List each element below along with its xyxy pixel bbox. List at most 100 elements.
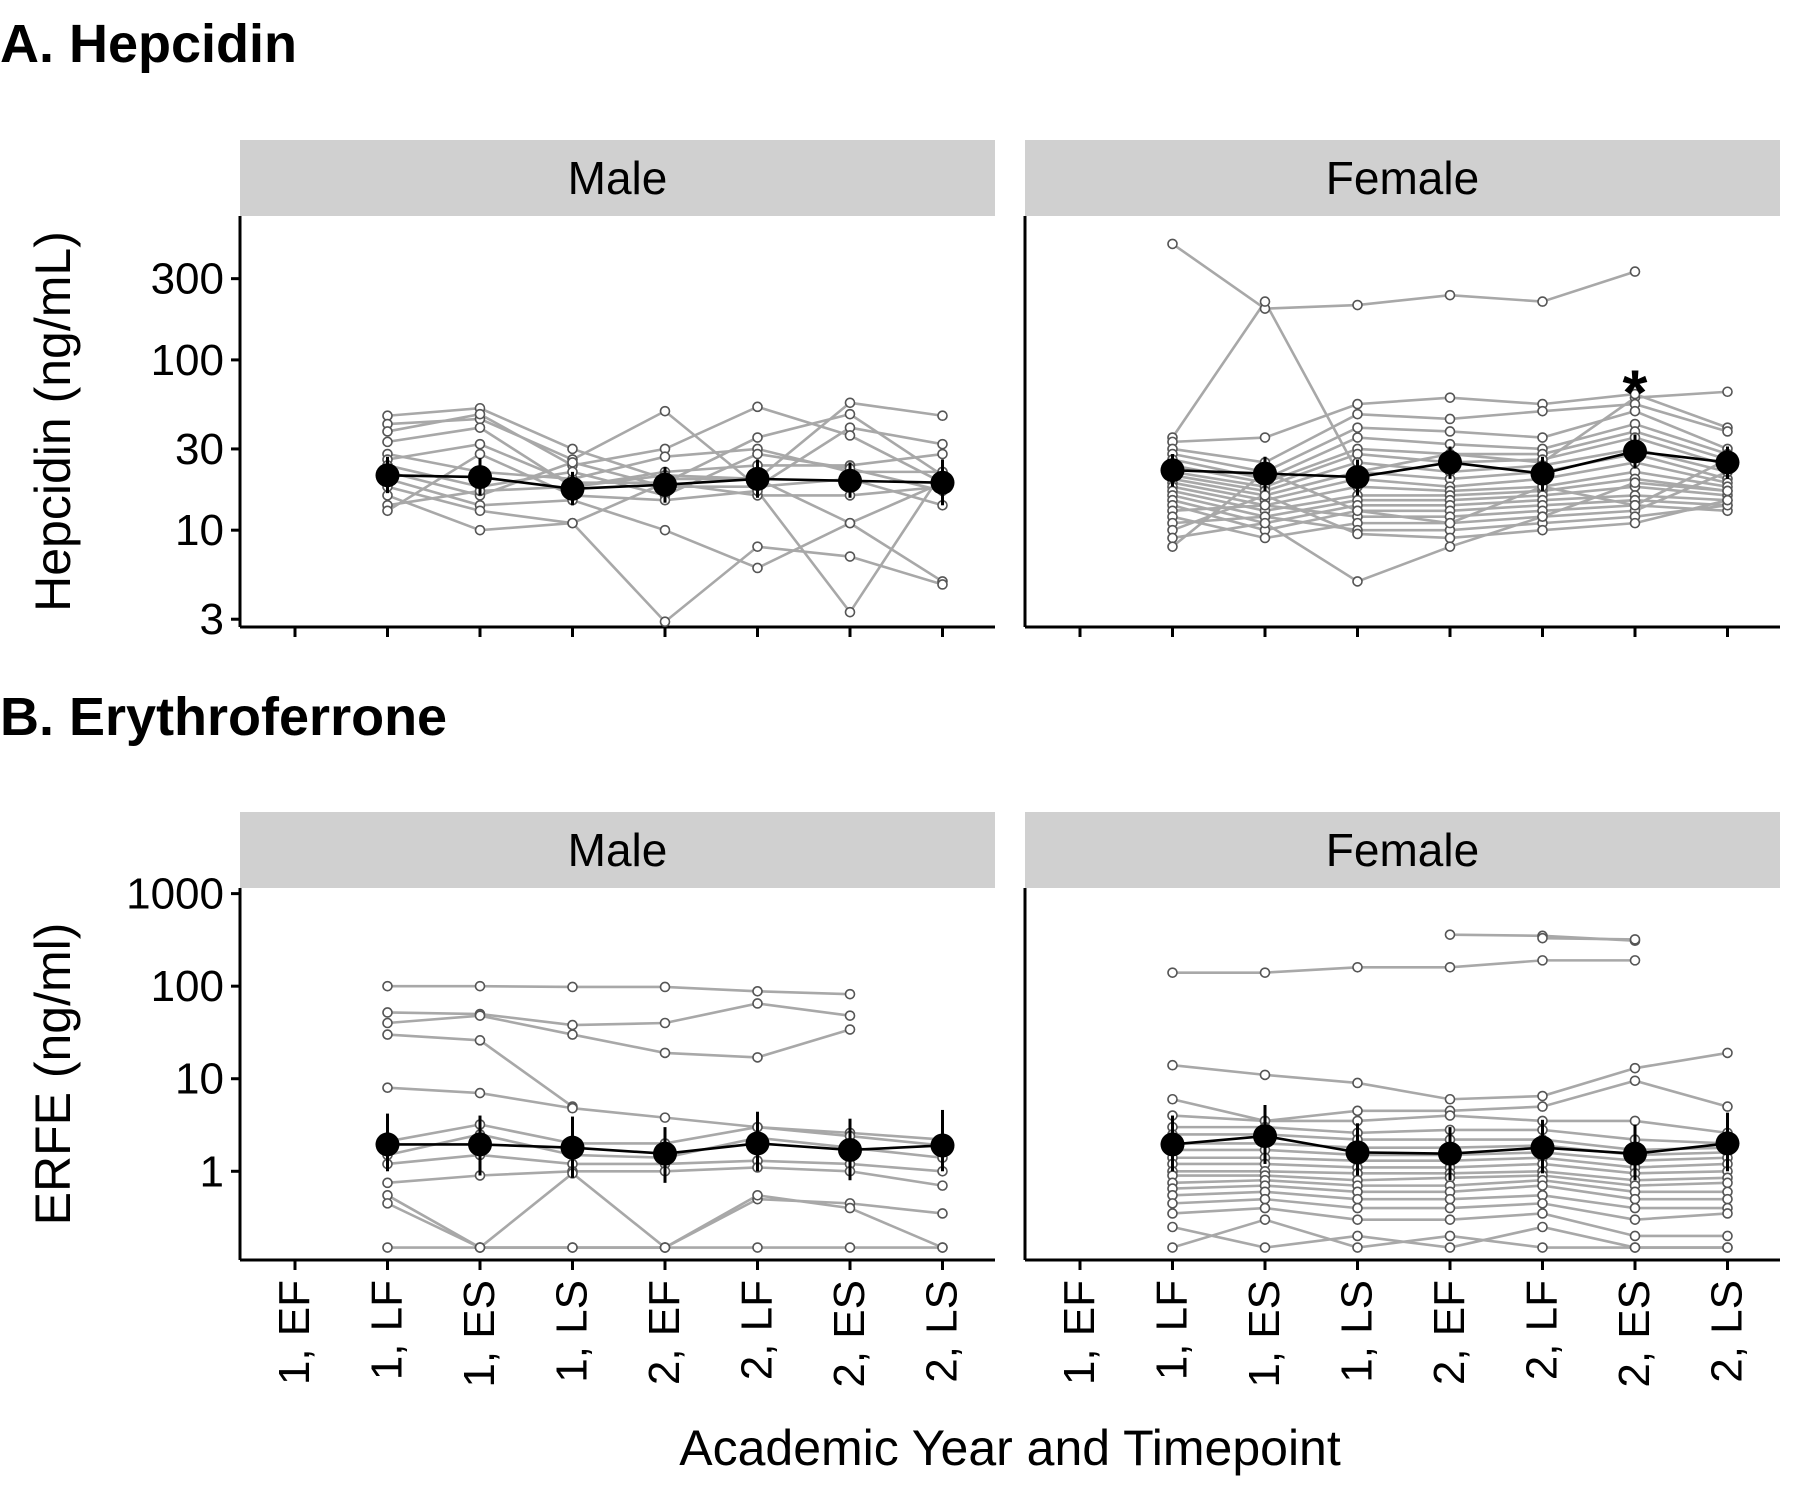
mean-point xyxy=(930,1133,955,1158)
x-tick-label: 1, LS xyxy=(1333,1280,1382,1383)
facet-female: Female 1, EF 1, LF 1, ES 1, LS 2, EF 2, LF 2, E… xyxy=(1023,812,1780,1388)
individual-point xyxy=(1167,1208,1178,1219)
individual-point xyxy=(1352,961,1363,973)
individual-point xyxy=(1259,1193,1271,1205)
individual-point xyxy=(752,541,763,552)
individual-point xyxy=(1352,1077,1363,1089)
individual-point xyxy=(659,405,671,417)
mean-point xyxy=(560,1135,585,1160)
individual-point xyxy=(382,1198,393,1209)
individual-point xyxy=(1537,932,1548,944)
x-axis-title: Academic Year and Timepoint xyxy=(679,1420,1341,1476)
individual-point xyxy=(474,505,486,517)
individual-line xyxy=(386,1171,943,1250)
x-tick-label: 1, ES xyxy=(455,1280,504,1388)
mean-point xyxy=(838,468,862,493)
individual-point xyxy=(1537,1180,1548,1191)
individual-point xyxy=(659,1047,671,1059)
facet-strip xyxy=(240,140,995,216)
individual-point xyxy=(382,1007,393,1018)
mean-point xyxy=(653,472,677,497)
individual-point xyxy=(1629,266,1641,277)
individual-point xyxy=(1629,499,1641,511)
individual-point xyxy=(382,436,393,448)
facet-strip-label: Female xyxy=(1326,824,1479,876)
individual-line xyxy=(1542,936,1636,941)
individual-point xyxy=(659,524,671,536)
individual-point xyxy=(567,981,578,993)
x-tick-label: 1, LF xyxy=(363,1280,412,1380)
mean-point xyxy=(1345,465,1370,490)
mean-point xyxy=(375,1132,400,1157)
mean-point xyxy=(1253,461,1277,486)
individual-point xyxy=(1444,1202,1456,1214)
individual-point xyxy=(1259,1069,1271,1081)
individual-point xyxy=(1629,1242,1641,1253)
individual-point xyxy=(567,1102,578,1114)
individual-point xyxy=(1167,238,1178,250)
individual-point xyxy=(382,980,393,992)
individual-point xyxy=(1537,1208,1548,1219)
mean-point xyxy=(1715,1131,1740,1156)
individual-point xyxy=(1444,289,1456,301)
individual-point xyxy=(1444,541,1456,552)
individual-point xyxy=(1722,1193,1733,1205)
y-tick-label: 3 xyxy=(200,595,224,644)
individual-point xyxy=(1167,541,1178,552)
facet-strip-label: Male xyxy=(568,824,668,876)
individual-point xyxy=(1352,576,1363,587)
individual-point xyxy=(1444,1230,1456,1242)
y-axis-title: ERFE (ng/ml) xyxy=(25,923,81,1226)
y-tick-label: 100 xyxy=(151,336,224,385)
facet-strip xyxy=(1025,140,1780,216)
individual-point xyxy=(1352,1105,1363,1117)
significance-marker: * xyxy=(1623,356,1648,428)
individual-point xyxy=(1167,1198,1178,1209)
individual-point xyxy=(1722,1047,1733,1059)
individual-point xyxy=(1352,299,1363,311)
individual-point xyxy=(752,448,763,460)
individual-point xyxy=(844,430,856,441)
individual-point xyxy=(937,448,948,460)
mean-point xyxy=(745,1131,770,1156)
individual-point xyxy=(1444,517,1456,529)
individual-point xyxy=(1537,296,1548,307)
individual-point xyxy=(659,981,671,993)
individual-point xyxy=(1444,426,1456,437)
individual-point xyxy=(1629,1062,1641,1074)
individual-point xyxy=(382,1177,393,1189)
individual-point xyxy=(1444,392,1456,403)
mean-point xyxy=(1623,439,1647,464)
individual-point xyxy=(659,1017,671,1029)
individual-point xyxy=(844,606,856,618)
individual-point xyxy=(659,1242,671,1253)
individual-line xyxy=(1172,959,1635,974)
individual-point xyxy=(937,1242,948,1253)
y-tick-label: 100 xyxy=(151,962,224,1011)
individual-point xyxy=(937,579,948,590)
individual-point xyxy=(1537,432,1548,443)
facet-strip-label: Female xyxy=(1326,152,1479,204)
y-axis-title: Hepcidin (ng/mL) xyxy=(25,231,81,612)
individual-point xyxy=(844,551,856,562)
individual-point xyxy=(1352,1230,1363,1242)
individual-point xyxy=(752,401,763,413)
individual-point xyxy=(474,408,486,420)
individual-point xyxy=(474,422,486,433)
individual-point xyxy=(1722,1208,1733,1219)
individual-point xyxy=(1259,517,1271,529)
x-tick-label: 2, ES xyxy=(825,1280,874,1388)
individual-point xyxy=(1629,1075,1641,1087)
individual-point xyxy=(1537,1101,1548,1112)
facet-strip xyxy=(1025,812,1780,888)
individual-point xyxy=(844,1024,856,1035)
mean-point xyxy=(1253,1124,1277,1149)
x-tick-label: 2, EF xyxy=(640,1280,689,1385)
individual-point xyxy=(1259,1242,1271,1253)
x-tick-label: 1, LF xyxy=(1148,1280,1197,1380)
mean-point xyxy=(1345,1140,1370,1165)
individual-point xyxy=(1259,1202,1271,1214)
individual-line xyxy=(387,984,851,996)
individual-point xyxy=(1629,1214,1641,1225)
mean-point xyxy=(1623,1141,1647,1166)
